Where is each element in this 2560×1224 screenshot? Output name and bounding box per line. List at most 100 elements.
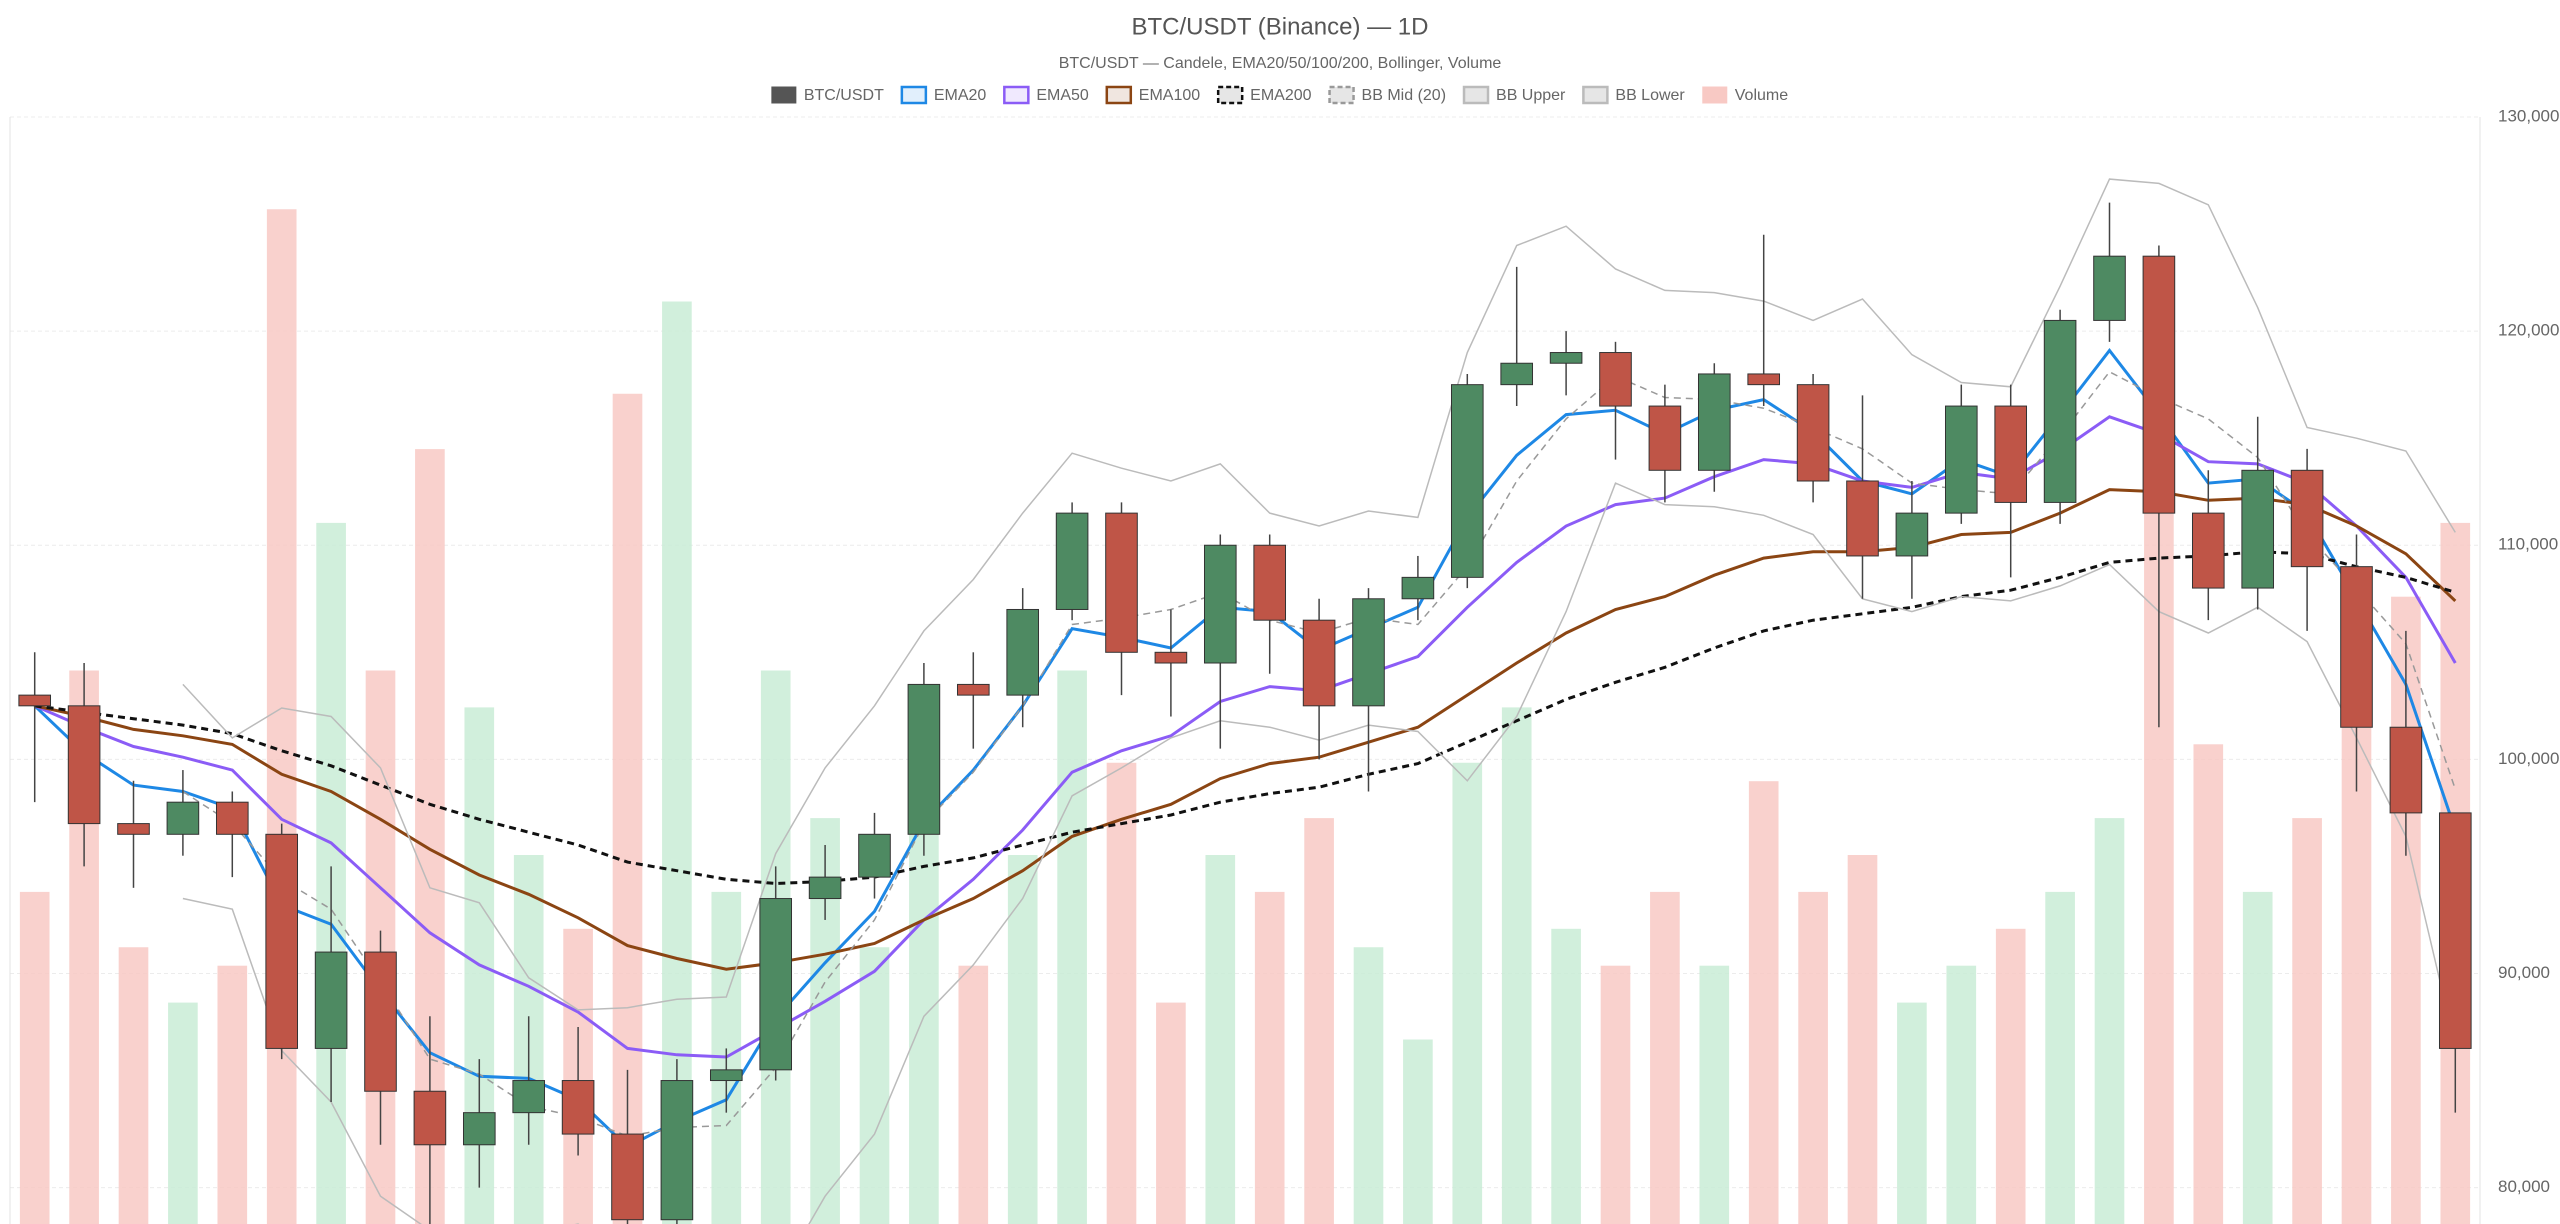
volume-bar [1650,891,1680,1224]
candle-body [660,1080,694,1221]
candle-body [2093,255,2126,321]
candle-body [2340,566,2373,728]
candle-body [1302,619,1336,707]
legend-item[interactable]: Volume [1702,86,1788,104]
candle-body [1599,352,1632,407]
y-tick-label: 120,000 [2498,321,2559,340]
candle-body [858,833,891,878]
volume-bar [1106,762,1137,1224]
legend-swatch [1216,85,1244,105]
legend-swatch [771,86,797,104]
candle-body [1747,373,1781,386]
volume-bar [1156,1002,1186,1224]
volume-bar [266,209,297,1224]
candle-body [2043,319,2077,503]
volume-bar [168,1002,198,1224]
candle-body [1450,384,1484,578]
candle-body [759,898,793,1071]
candle-body [1203,544,1237,664]
candle-body [2438,812,2472,1049]
candle-body [1352,598,1385,707]
volume-bar [1254,891,1285,1224]
candle-body [18,694,52,707]
legend-item[interactable]: BTC/USDT [771,86,884,104]
legend-swatch [1702,86,1728,104]
volume-bar [217,965,248,1224]
y-tick-label: 80,000 [2498,1177,2550,1196]
candle-body [2142,255,2176,514]
candle-body [1401,576,1435,600]
candle-body [2241,469,2275,589]
plot-area [18,178,2472,1224]
legend-label: BTC/USDT [804,87,884,104]
legend-swatch [1003,85,1030,105]
legend-item[interactable]: EMA50 [1003,85,1089,105]
volume-bar [1452,762,1483,1224]
legend-swatch [1582,85,1609,105]
candle-body [462,1112,496,1146]
candle-body [561,1080,595,1135]
legend-label: EMA20 [934,87,987,104]
candle-body [808,876,842,900]
legend-swatch [1462,85,1490,105]
y-tick-label: 130,000 [2498,106,2559,125]
candle-body [709,1069,743,1082]
candle-body [413,1090,447,1146]
volume-bar [1007,855,1038,1224]
volume-bar [1205,855,1236,1224]
legend-label: BB Lower [1615,87,1685,104]
candle-body [265,833,299,1049]
legend-item[interactable]: EMA100 [1105,85,1200,105]
volume-bar [2242,891,2273,1224]
legend-label: BB Upper [1496,87,1566,104]
candle-body [1055,512,1089,610]
candle-body [1846,480,1879,557]
legend-swatch [1105,85,1133,105]
volume-bar [1304,818,1334,1224]
volume-bar [1847,855,1878,1224]
legend-item[interactable]: EMA200 [1216,85,1312,105]
volume-bar [1748,781,1779,1224]
indicator-line [34,488,2457,971]
y-tick-label: 90,000 [2498,963,2550,982]
legend-item[interactable]: BB Mid (20) [1328,85,1446,105]
indicator-line [182,370,2457,1137]
volume-bar [1600,965,1631,1224]
volume-bar [1798,891,1828,1224]
candle-body [314,951,348,1049]
volume-bar [1057,670,1087,1224]
indicator-line [182,178,2456,1011]
legend-label: EMA50 [1036,87,1089,104]
y-tick-label: 110,000 [2498,535,2558,554]
volume-bar [1995,928,2026,1224]
volume-bar [1551,928,1581,1224]
legend-item[interactable]: BB Lower [1582,85,1685,105]
candle-body [512,1080,546,1114]
legend-label: EMA100 [1139,87,1200,104]
volume-bar [2094,818,2125,1224]
candle-body [956,683,990,696]
candle-body [166,801,200,835]
legend-swatch [900,85,928,105]
candle-body [1500,362,1534,386]
volume-bar [958,965,989,1224]
candle-body [2290,469,2324,568]
candle-body [1154,651,1188,664]
legend-label: BB Mid (20) [1362,87,1446,104]
y-tick-label: 100,000 [2498,749,2559,768]
legend-item[interactable]: EMA20 [900,85,987,105]
candle-body [1697,373,1731,471]
chart-title: BTC/USDT (Binance) — 1D [1132,13,1429,40]
volume-bar [19,891,50,1224]
volume-bar [2292,818,2322,1224]
candle-body [907,683,941,835]
candle-body [1796,384,1830,482]
legend-item[interactable]: BB Upper [1462,85,1566,105]
candle-body [1006,608,1040,696]
candle-body [215,801,249,835]
candle-body [2389,726,2423,814]
candle-body [1944,405,1978,514]
indicator-line [34,550,2456,886]
